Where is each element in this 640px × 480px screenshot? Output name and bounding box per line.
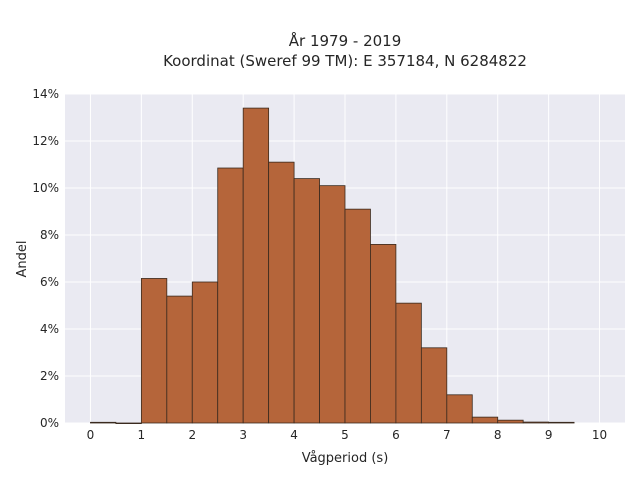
histogram-bar <box>370 243 397 424</box>
x-tick-label: 1 <box>138 428 146 442</box>
histogram-bar <box>191 281 219 424</box>
histogram-bar <box>293 178 320 424</box>
x-tick-label: 4 <box>290 428 298 442</box>
chart-title-line-2: Koordinat (Sweref 99 TM): E 357184, N 62… <box>163 52 527 70</box>
x-tick-label: 8 <box>494 428 502 442</box>
histogram-bar <box>90 421 117 424</box>
histogram-bar <box>497 419 524 424</box>
histogram-bar <box>420 347 448 424</box>
histogram-bar <box>446 394 473 424</box>
histogram-bar <box>115 422 142 425</box>
x-tick-label: 9 <box>545 428 553 442</box>
x-tick-label: 7 <box>443 428 451 442</box>
y-tick-label: 10% <box>32 181 59 195</box>
y-tick-label: 4% <box>40 322 59 336</box>
x-axis-label: Vågperiod (s) <box>302 451 389 466</box>
histogram-bar <box>319 185 346 424</box>
histogram-bar <box>140 278 168 424</box>
axis-ticks: 0 1 2 3 4 5 6 7 8 9 10 0% 2% 4% 6% 8% 10% 12% 14% <box>32 87 607 442</box>
y-tick-label: 0% <box>40 416 59 430</box>
histogram-bar <box>344 208 371 424</box>
y-tick-label: 2% <box>40 369 59 383</box>
y-tick-label: 8% <box>40 228 59 242</box>
x-tick-label: 10 <box>592 428 607 442</box>
x-tick-label: 3 <box>239 428 247 442</box>
histogram-bar <box>242 107 270 424</box>
histogram-bar <box>471 416 499 424</box>
histogram-bar <box>395 302 422 424</box>
chart-title-line-1: År 1979 - 2019 <box>289 31 402 50</box>
x-tick-label: 0 <box>87 428 95 442</box>
histogram-bar <box>217 167 244 424</box>
histogram-bar <box>268 161 295 424</box>
histogram-bars <box>90 107 575 425</box>
histogram-bar <box>548 421 575 424</box>
y-axis-label: Andel <box>15 241 30 278</box>
x-tick-label: 5 <box>341 428 349 442</box>
y-tick-label: 14% <box>32 87 59 101</box>
y-tick-label: 6% <box>40 275 59 289</box>
x-tick-label: 6 <box>392 428 400 442</box>
histogram-bar <box>166 295 193 424</box>
y-tick-label: 12% <box>32 134 59 148</box>
histogram-bar <box>522 421 550 424</box>
x-tick-label: 2 <box>188 428 196 442</box>
